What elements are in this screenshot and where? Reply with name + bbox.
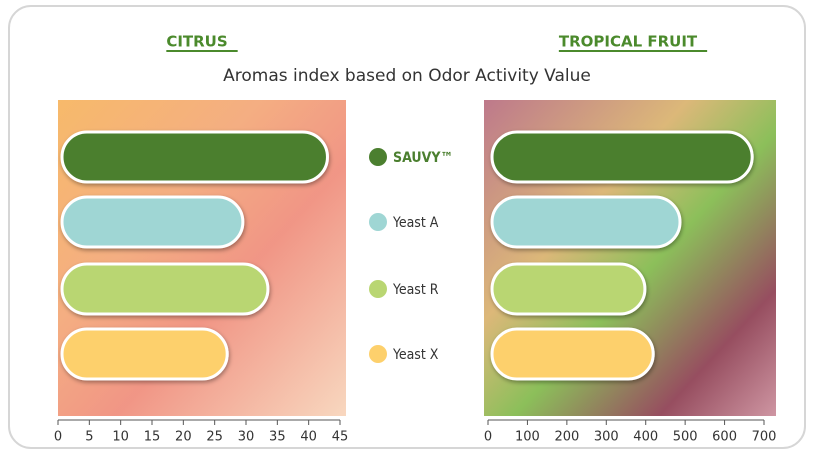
panel-title: TROPICAL FRUIT bbox=[559, 33, 698, 51]
bar bbox=[62, 329, 227, 379]
legend-swatch bbox=[369, 213, 387, 231]
x-tick-label: 400 bbox=[633, 430, 658, 445]
bar bbox=[62, 264, 268, 314]
legend-label: Yeast R bbox=[392, 282, 439, 298]
legend-label: Yeast X bbox=[392, 347, 439, 363]
x-tick-label: 600 bbox=[712, 430, 737, 445]
bar bbox=[492, 329, 653, 379]
subtitle: Aromas index based on Odor Activity Valu… bbox=[223, 66, 591, 86]
x-tick-label: 700 bbox=[752, 430, 777, 445]
x-tick-label: 15 bbox=[144, 430, 161, 445]
x-tick-label: 40 bbox=[300, 430, 317, 445]
legend-label: Yeast A bbox=[392, 215, 439, 231]
bar bbox=[62, 197, 243, 247]
x-tick-label: 100 bbox=[515, 430, 540, 445]
x-tick-label: 0 bbox=[54, 430, 62, 445]
x-tick-label: 20 bbox=[175, 430, 192, 445]
bar bbox=[492, 264, 645, 314]
bar bbox=[492, 197, 680, 247]
x-tick-label: 200 bbox=[554, 430, 579, 445]
x-tick-label: 45 bbox=[332, 430, 349, 445]
chart: Aromas index based on Odor Activity Valu… bbox=[0, 0, 814, 454]
x-tick-label: 10 bbox=[112, 430, 129, 445]
bar bbox=[492, 132, 752, 182]
legend-label: SAUVY™ bbox=[393, 150, 453, 166]
x-tick-label: 30 bbox=[238, 430, 255, 445]
x-tick-label: 35 bbox=[269, 430, 286, 445]
legend-swatch bbox=[369, 345, 387, 363]
x-tick-label: 500 bbox=[673, 430, 698, 445]
panel-title: CITRUS bbox=[166, 33, 227, 51]
x-tick-label: 0 bbox=[484, 430, 492, 445]
legend-swatch bbox=[369, 148, 387, 166]
x-tick-label: 300 bbox=[594, 430, 619, 445]
x-tick-label: 25 bbox=[206, 430, 223, 445]
legend-swatch bbox=[369, 280, 387, 298]
x-tick-label: 5 bbox=[85, 430, 93, 445]
bar bbox=[62, 132, 327, 182]
